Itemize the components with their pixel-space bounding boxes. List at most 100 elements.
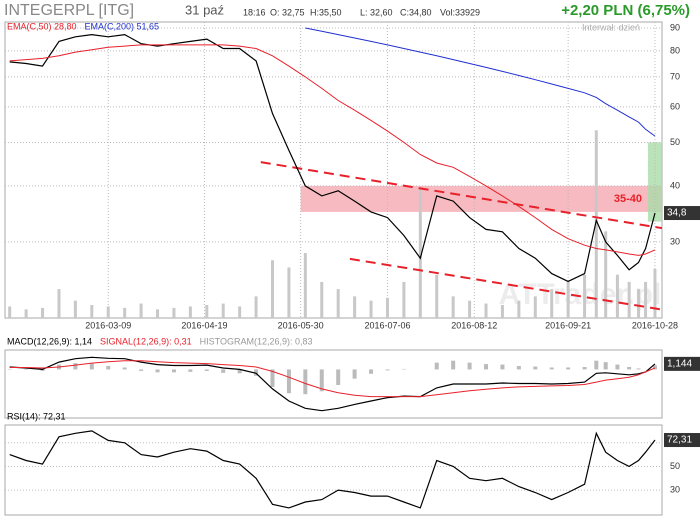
x-tick-label: 2016-09-21 [545,320,591,330]
histogram-bar [636,368,641,370]
histogram-bar [237,369,242,374]
volume-bar [106,306,110,318]
volume-bar [287,267,291,318]
volume-bar [41,307,45,318]
volume-bar [451,296,455,318]
histogram-bar [582,367,587,370]
histogram-bar [603,362,608,370]
volume-bar [73,300,77,318]
volume: Vol:33929 [440,7,480,17]
volume-bar [238,306,242,318]
legend-entry: RSI(14): 72,31 [7,411,66,421]
histogram-bar [221,369,226,373]
value-tag-label: 34,8 [667,208,687,219]
volume-bar [594,130,598,318]
histogram-bar [549,367,554,370]
histogram-bar [385,369,390,371]
histogram-bar [303,369,308,395]
series-line [9,430,656,509]
histogram-bar [500,364,505,370]
histogram-bar [516,366,521,370]
x-tick-label: 2016-08-12 [451,320,497,330]
histogram-bar [155,369,160,373]
histogram-bar [336,369,341,385]
histogram-bar [594,360,599,370]
histogram-bar [106,366,111,370]
y-tick-label: 90 [670,22,680,32]
histogram-bar [369,369,374,374]
volume-bar [653,269,657,318]
histogram-bar [139,369,144,371]
series-line [9,44,656,256]
symbol: INTEGERPL [ITG] [4,2,134,19]
volume-bar [517,300,521,318]
volume-bar [627,281,631,318]
series-line [9,356,656,412]
histogram-bar [533,366,538,370]
volume-bar [550,289,554,318]
y-tick-label: 50 [670,461,680,471]
legend-entry: EMA(C,200) 51,65 [85,21,160,31]
low: L: 32,60 [360,7,393,17]
series-line [9,360,656,398]
volume-bar [139,303,143,318]
volume-bar [418,188,422,318]
volume-bar [583,274,587,318]
legend-entry: MACD(12,26,9): 1,14 [7,336,92,346]
histogram-bar [434,362,439,370]
volume-bar [205,305,209,318]
y-tick-label: 60 [670,101,680,111]
histogram-bar [615,364,620,370]
volume-bar [353,296,357,318]
histogram-bar [451,360,456,370]
y-tick-label: 80 [670,45,680,55]
value-tag [664,433,700,448]
series-line [305,27,656,137]
volume-bar [156,309,160,318]
value-tag-label: 72,31 [667,435,692,446]
volume-bar [468,300,472,318]
histogram-bar [566,367,571,370]
histogram-bar [286,369,291,394]
histogram-bar [188,369,193,372]
time: 18:16 [243,7,266,17]
volume-bar [320,281,324,318]
y-tick-label: 30 [670,485,680,495]
volume-bar [484,303,488,318]
volume-bar [172,307,176,318]
histogram-bar [254,369,259,376]
open: O: 32,75 [270,7,305,17]
y-tick-label: 40 [670,180,680,190]
volume-bar [90,305,94,318]
legend-entry: SIGNAL(12,26,9): 0,31 [100,336,192,346]
zone [300,185,662,212]
histogram-bar [484,364,489,370]
volume-bar [57,289,61,318]
rsi-panel [4,424,663,516]
histogram-bar [204,369,209,371]
volume-bar [644,281,648,318]
x-tick-label: 2016-03-09 [85,320,131,330]
interval: Interwał: dzień [582,22,640,32]
volume-bar [637,289,641,318]
histogram-bar [319,369,324,392]
volume-bar [533,296,537,318]
y-tick-label: 30 [670,236,680,246]
series-line [9,33,656,283]
close: C:34,80 [400,7,432,17]
volume-bar [385,297,389,318]
histogram-bar [352,369,357,379]
value-tag [664,206,700,221]
histogram-bar [40,369,45,371]
histogram-bar [467,362,472,370]
volume-bar [500,305,504,318]
volume-bar [566,281,570,318]
x-tick-label: 2016-10-28 [632,320,678,330]
histogram-bar [627,367,632,370]
volume-bar [221,303,225,318]
y-tick-label: 50 [670,137,680,147]
legend-entry: EMA(C,50) 28,80 [7,21,77,31]
price-panel [4,21,663,319]
volume-bar [188,306,192,318]
volume-bar [123,307,127,318]
